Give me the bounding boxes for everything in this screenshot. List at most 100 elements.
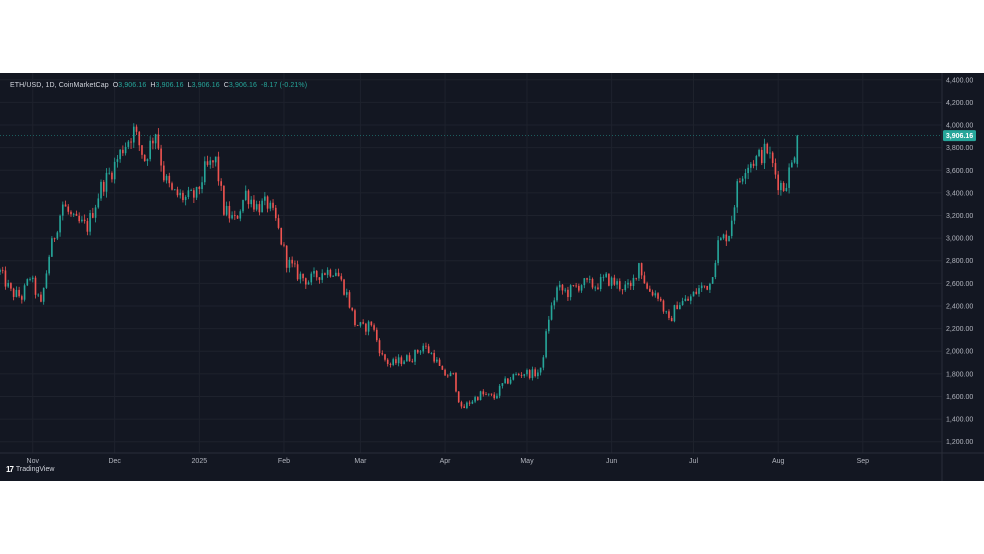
candle-body — [411, 361, 414, 363]
candle-body — [324, 273, 326, 275]
candle-body — [212, 160, 214, 163]
y-tick-label: 3,800.00 — [946, 145, 973, 152]
candle-body — [138, 131, 141, 146]
x-tick-label: May — [520, 458, 534, 465]
y-tick-label: 4,400.00 — [946, 77, 973, 84]
candle-body — [679, 305, 681, 310]
candle-body — [356, 325, 359, 326]
x-tick-label: Apr — [440, 458, 452, 465]
candle-body — [23, 285, 26, 300]
candle-body — [225, 205, 228, 215]
candle-body — [635, 277, 638, 279]
candle-body — [471, 401, 474, 404]
candle-body — [578, 285, 580, 291]
y-tick-label: 1,400.00 — [946, 417, 973, 424]
candle-body — [31, 277, 34, 280]
candle-body — [744, 173, 747, 179]
candle-body — [569, 285, 572, 298]
candle-body — [217, 156, 220, 182]
candle-body — [539, 367, 542, 373]
candle-body — [640, 263, 643, 276]
candle-body — [416, 350, 419, 353]
candle-body — [389, 363, 392, 365]
candle-body — [130, 141, 132, 143]
price-chart[interactable]: 3,906.16 4,400.00 4,200.00 4,000.00 3,800.0… — [0, 73, 984, 481]
y-tick-label: 2,000.00 — [946, 349, 973, 356]
candle-body — [670, 317, 673, 322]
candle-body — [774, 163, 777, 175]
candle-body — [141, 145, 143, 155]
candle-body — [657, 293, 659, 299]
candle-body — [673, 305, 676, 322]
candle-body — [580, 285, 583, 291]
chart-panel[interactable]: 3,906.16 4,400.00 4,200.00 4,000.00 3,800.0… — [0, 73, 984, 481]
candle-body — [351, 307, 354, 311]
candle-body — [479, 391, 482, 401]
candle-body — [602, 276, 605, 278]
candle-body — [616, 281, 618, 285]
candle-body — [78, 215, 81, 222]
tradingview-brand[interactable]: 17 TradingView — [6, 465, 54, 474]
tradingview-logo-icon: 17 — [6, 465, 14, 474]
y-tick-label: 3,200.00 — [946, 213, 973, 220]
candle-body — [403, 361, 405, 364]
candle-body — [253, 199, 255, 210]
candle-body — [588, 278, 591, 280]
candle-body — [321, 273, 324, 280]
candle-body — [725, 234, 728, 242]
candle-body — [386, 359, 389, 364]
candle-body — [681, 300, 684, 306]
candle-body — [26, 279, 29, 286]
x-tick-label: Aug — [772, 458, 785, 465]
candle-body — [487, 393, 490, 395]
symbol-label[interactable]: ETH/USD, 1D, CoinMarketCap — [10, 82, 109, 89]
candle-body — [149, 140, 151, 160]
candle-body — [384, 354, 386, 360]
low-value: 3,906.16 — [191, 82, 220, 89]
candle-body — [244, 190, 247, 201]
y-axis[interactable]: 4,400.00 4,200.00 4,000.00 3,800.00 3,600.00… — [941, 73, 973, 481]
x-axis[interactable]: Nov Dec 2025 Feb Mar Apr May Jun Jul Aug Sep — [0, 452, 984, 465]
candle-body — [668, 311, 670, 318]
candle-body — [526, 370, 528, 375]
candle-body — [537, 372, 539, 377]
candle-body — [397, 357, 400, 364]
candle-body — [119, 149, 121, 160]
candle-body — [564, 289, 567, 291]
candle-body — [610, 277, 613, 286]
candle-body — [83, 219, 86, 222]
candle-body — [343, 279, 345, 295]
candle-body — [455, 373, 457, 392]
candle-body — [184, 196, 187, 201]
change-value: -8.17 (-0.21%) — [261, 82, 308, 89]
candle-body — [315, 270, 318, 278]
y-tick-label: 2,200.00 — [946, 326, 973, 333]
candle-body — [304, 278, 307, 285]
candle-body — [124, 146, 127, 154]
candle-body — [586, 278, 588, 280]
candle-body — [638, 263, 640, 279]
candle-body — [449, 372, 452, 377]
candle-body — [547, 319, 550, 332]
candle-body — [64, 204, 67, 207]
candle-body — [231, 215, 233, 219]
candle-body — [135, 126, 138, 132]
candle-body — [395, 359, 397, 364]
candle-body — [362, 322, 364, 324]
candle-body — [29, 279, 31, 280]
candle-body — [56, 232, 59, 239]
candle-body — [1, 269, 4, 271]
candle-body — [373, 325, 375, 330]
candle-body — [122, 149, 124, 154]
candle-body — [662, 300, 665, 312]
candle-body — [728, 236, 730, 242]
brand-name: TradingView — [15, 466, 55, 473]
candle-body — [318, 277, 321, 280]
candle-body — [646, 283, 648, 289]
candle-body — [777, 174, 779, 191]
candle-body — [228, 205, 231, 219]
candle-body — [296, 264, 299, 280]
candle-body — [70, 211, 72, 215]
candle-body — [203, 161, 206, 183]
candle-body — [15, 289, 18, 297]
